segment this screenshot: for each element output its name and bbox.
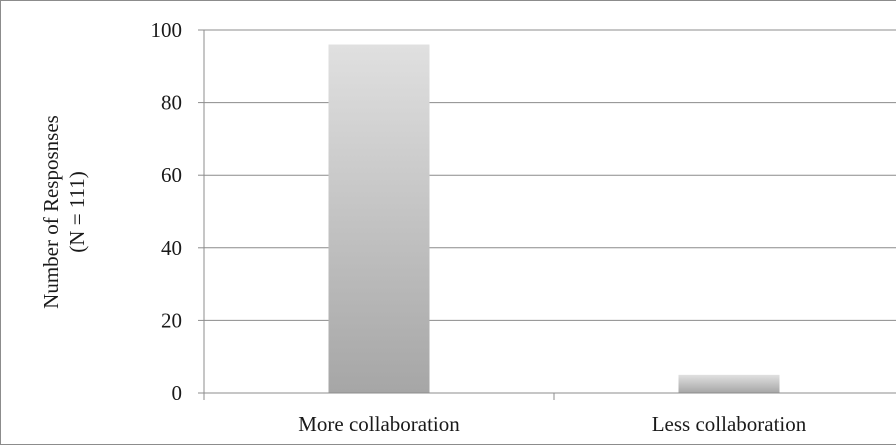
y-tick-label: 40 <box>161 236 182 260</box>
y-tick-label: 20 <box>161 308 182 332</box>
y-axis-title-line-2: (N = 111) <box>65 171 89 252</box>
bar-less-collaboration <box>678 374 780 393</box>
axes <box>198 29 896 400</box>
y-axis-title-line-1: Number of Resposnses <box>39 115 63 309</box>
y-tick-labels: 0 20 40 60 80 100 <box>151 18 183 405</box>
x-category-label: More collaboration <box>298 412 460 436</box>
x-category-label: Less collaboration <box>652 412 807 436</box>
x-category-labels: More collaboration Less collaboration <box>298 412 807 436</box>
bars <box>328 44 780 394</box>
y-tick-label: 60 <box>161 163 182 187</box>
y-tick-label: 0 <box>172 381 183 405</box>
bar-more-collaboration <box>328 44 430 394</box>
gridlines <box>204 29 896 321</box>
y-tick-label: 100 <box>151 18 183 42</box>
y-tick-label: 80 <box>161 91 182 115</box>
